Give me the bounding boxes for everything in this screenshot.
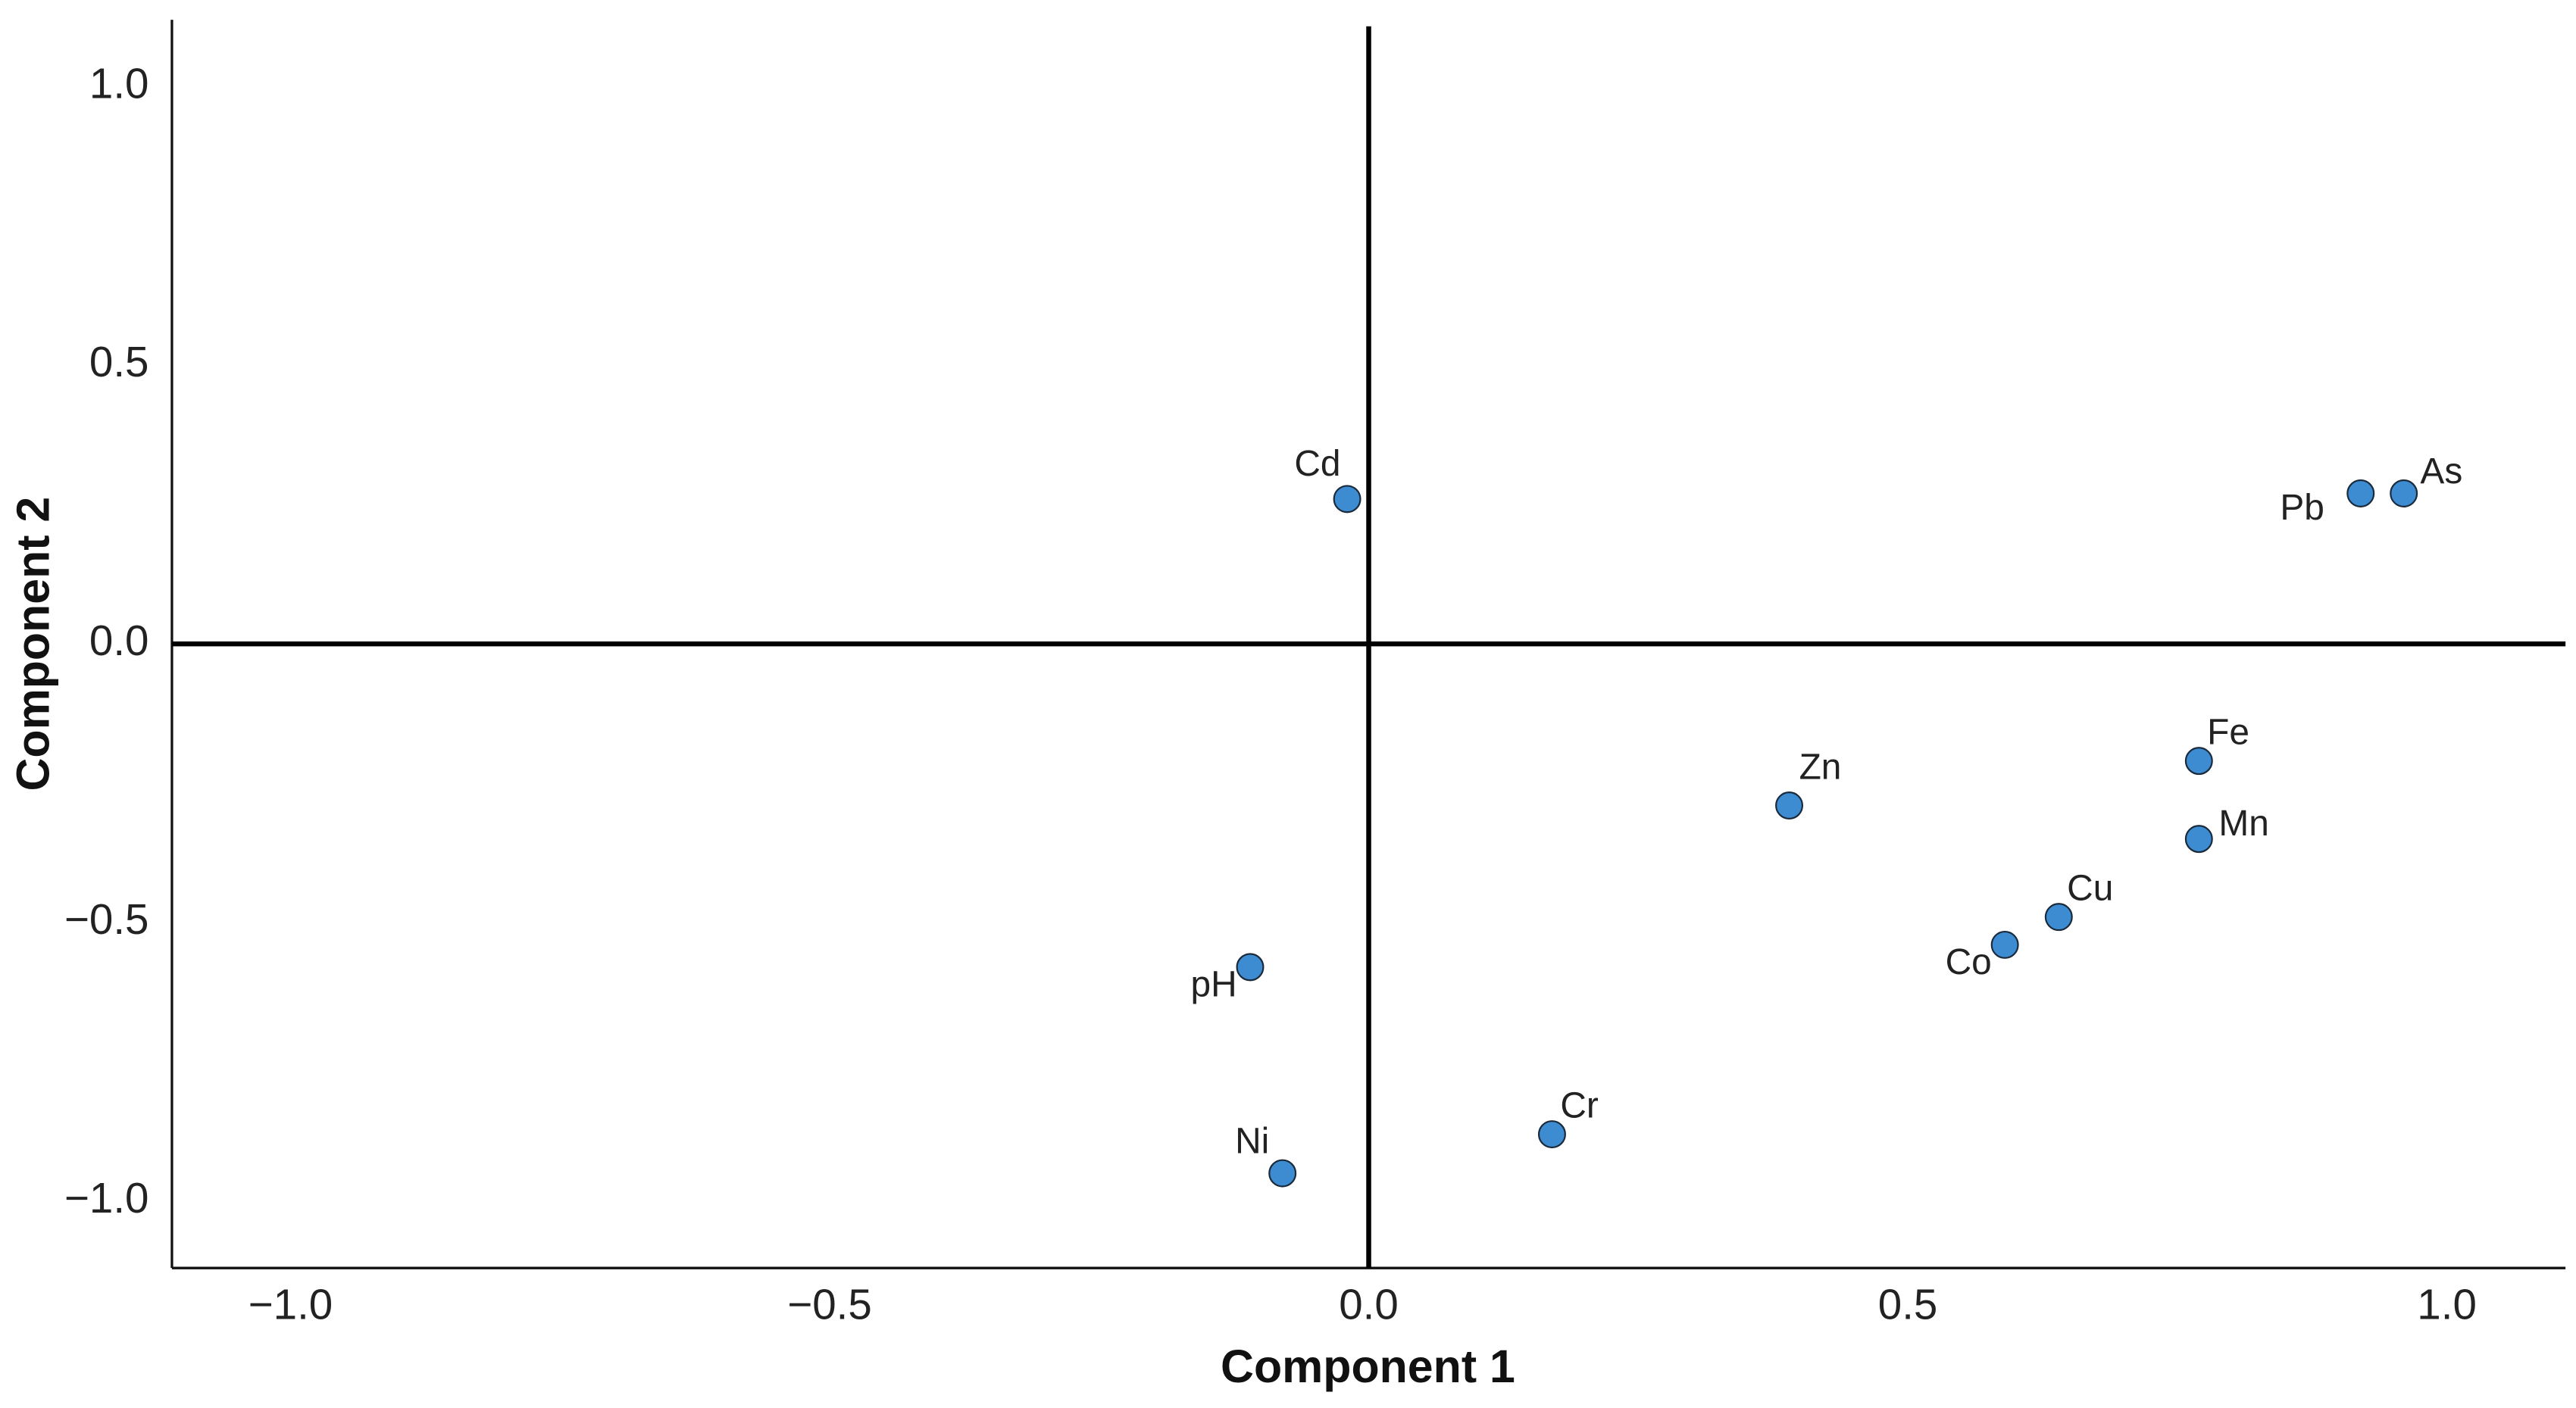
y-tick-label: 0.0 xyxy=(89,617,149,664)
point-label: Ni xyxy=(1235,1122,1269,1162)
point-label: Fe xyxy=(2207,713,2249,753)
point-label: Cu xyxy=(2067,869,2113,909)
x-tick-label: 1.0 xyxy=(2417,1280,2477,1328)
point-label: As xyxy=(2420,451,2462,492)
point xyxy=(1333,485,1361,514)
y-axis-title: Component 2 xyxy=(8,497,59,791)
point xyxy=(1990,930,2019,959)
point xyxy=(2346,479,2375,507)
point xyxy=(2044,903,2073,932)
point-label: Cr xyxy=(1560,1085,1599,1125)
point-label: Co xyxy=(1946,942,1992,982)
x-tick-label: −0.5 xyxy=(787,1280,872,1328)
point xyxy=(1775,791,1804,820)
point xyxy=(1268,1159,1297,1188)
point xyxy=(1537,1120,1566,1149)
point-label: Pb xyxy=(2280,488,2324,528)
point xyxy=(2390,479,2418,507)
y-tick-label: 1.0 xyxy=(89,59,149,107)
point-label: pH xyxy=(1190,965,1236,1005)
point-label: Zn xyxy=(1799,747,1842,787)
y-tick-label: 0.5 xyxy=(89,338,149,386)
y-tick-label: −0.5 xyxy=(64,895,149,943)
point xyxy=(2184,747,2213,776)
x-tick-label: −1.0 xyxy=(249,1280,333,1328)
y-tick-label: −1.0 xyxy=(64,1174,149,1222)
point xyxy=(1236,953,1265,982)
x-tick-label: 0.0 xyxy=(1339,1280,1399,1328)
x-tick-label: 0.5 xyxy=(1878,1280,1938,1328)
x-axis-title: Component 1 xyxy=(1221,1341,1515,1392)
point-label: Mn xyxy=(2218,804,2268,844)
point-label: Cd xyxy=(1294,444,1340,484)
point xyxy=(2184,825,2213,854)
